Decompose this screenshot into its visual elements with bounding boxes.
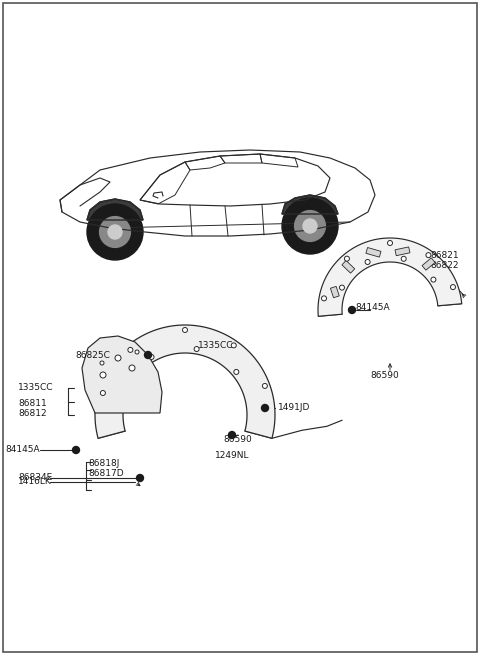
Text: 86817D: 86817D bbox=[88, 470, 124, 479]
Circle shape bbox=[339, 285, 345, 290]
Text: 84145A: 84145A bbox=[5, 445, 40, 455]
Circle shape bbox=[345, 256, 349, 261]
Circle shape bbox=[295, 211, 325, 242]
Text: 86812: 86812 bbox=[18, 409, 47, 417]
Circle shape bbox=[348, 307, 356, 314]
Circle shape bbox=[100, 390, 106, 396]
Circle shape bbox=[135, 350, 139, 354]
Text: 86825C: 86825C bbox=[75, 350, 110, 360]
Circle shape bbox=[144, 352, 152, 358]
Circle shape bbox=[426, 253, 431, 257]
Circle shape bbox=[100, 372, 106, 378]
Circle shape bbox=[87, 204, 143, 260]
Polygon shape bbox=[282, 195, 338, 214]
Text: 86590: 86590 bbox=[223, 436, 252, 445]
Circle shape bbox=[262, 405, 268, 411]
Text: 1416LK: 1416LK bbox=[18, 477, 52, 487]
Circle shape bbox=[100, 361, 104, 365]
Text: 86821: 86821 bbox=[430, 250, 458, 259]
Circle shape bbox=[450, 284, 456, 290]
Circle shape bbox=[365, 259, 370, 265]
Circle shape bbox=[234, 369, 239, 375]
Text: 1491JD: 1491JD bbox=[278, 403, 311, 413]
Polygon shape bbox=[318, 238, 462, 316]
Polygon shape bbox=[395, 247, 410, 255]
Circle shape bbox=[115, 355, 121, 361]
Circle shape bbox=[100, 217, 131, 248]
Circle shape bbox=[128, 347, 133, 352]
Text: 86811: 86811 bbox=[18, 398, 47, 407]
Circle shape bbox=[303, 219, 317, 233]
Polygon shape bbox=[330, 286, 339, 298]
Text: 86822: 86822 bbox=[430, 261, 458, 269]
Circle shape bbox=[322, 296, 326, 301]
Text: 86590: 86590 bbox=[370, 371, 399, 381]
Circle shape bbox=[182, 328, 188, 333]
Polygon shape bbox=[422, 258, 435, 271]
Text: 1335CC: 1335CC bbox=[198, 341, 233, 350]
Text: 84145A: 84145A bbox=[355, 303, 390, 312]
Polygon shape bbox=[95, 325, 275, 438]
Circle shape bbox=[129, 365, 135, 371]
Circle shape bbox=[108, 225, 122, 239]
Circle shape bbox=[149, 354, 154, 360]
Circle shape bbox=[136, 474, 144, 481]
Text: 86818J: 86818J bbox=[88, 460, 120, 468]
Circle shape bbox=[194, 346, 199, 352]
Polygon shape bbox=[82, 336, 162, 413]
Circle shape bbox=[431, 277, 436, 282]
Circle shape bbox=[72, 447, 80, 453]
Circle shape bbox=[387, 240, 393, 246]
Circle shape bbox=[263, 383, 267, 388]
Circle shape bbox=[282, 198, 338, 254]
Polygon shape bbox=[366, 248, 381, 257]
Circle shape bbox=[231, 343, 236, 348]
Polygon shape bbox=[342, 261, 355, 273]
Text: 1249NL: 1249NL bbox=[215, 451, 250, 460]
Polygon shape bbox=[87, 199, 143, 220]
Circle shape bbox=[401, 256, 406, 261]
Text: 1335CC: 1335CC bbox=[18, 383, 53, 392]
Text: 86834E: 86834E bbox=[18, 474, 52, 483]
Circle shape bbox=[228, 432, 236, 438]
